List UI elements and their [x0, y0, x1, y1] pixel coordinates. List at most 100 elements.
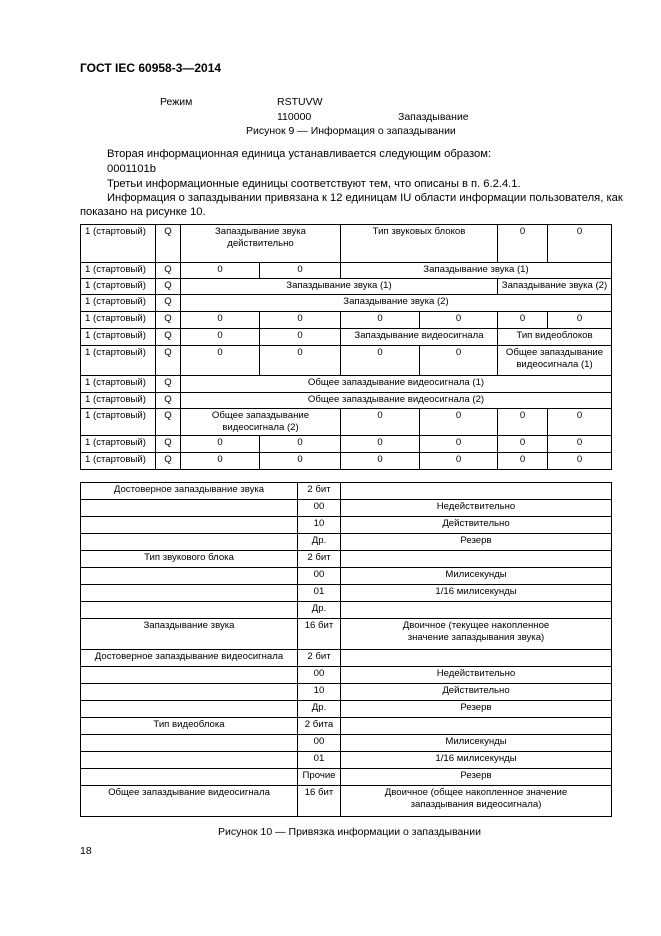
table-cell: 00: [297, 499, 341, 517]
table-cell: Прочие: [297, 768, 341, 786]
table-row: 1 (стартовый) Q Общее запаздывание видеоси…: [80, 392, 612, 409]
table-row: 1 (стартовый) Q 0 0 Запаздывание видеосигнал…: [80, 328, 612, 346]
table-cell: 0: [340, 408, 420, 436]
table-row: Запаздывание звука 16 бит Двоичное (текуще…: [80, 618, 612, 650]
table-cell: [80, 683, 298, 701]
table-cell: Q: [155, 262, 181, 279]
table-row: Др. Резерв: [80, 700, 612, 718]
table-row: 00 Недействительно: [80, 666, 612, 684]
table-row: 1 (стартовый) Q Запаздывание звука действи…: [80, 224, 612, 263]
table-cell: 2 бит: [297, 649, 341, 667]
table-cell: 0: [180, 435, 260, 453]
table-cell: Q: [155, 278, 181, 295]
table-cell: 0: [419, 435, 498, 453]
table-cell: Общее запаздывание видеосигнала (1): [180, 375, 612, 393]
table-cell: 0: [259, 345, 341, 376]
table-row: 00 Недействительно: [80, 499, 612, 517]
paragraph-line: Информация о запаздывании привязана к 12…: [107, 192, 623, 204]
table-cell: 0: [259, 311, 341, 329]
table-cell: [80, 734, 298, 752]
table-cell: 1 (стартовый): [80, 408, 156, 436]
table-cell: 2 бит: [297, 482, 341, 500]
table-cell: Q: [155, 392, 181, 409]
table-row: 1 (стартовый) Q 0 0 0 0 0 0: [80, 311, 612, 329]
table-cell: 1 (стартовый): [80, 345, 156, 376]
paragraph-line: 0001101b: [107, 163, 156, 175]
table-cell: Двоичное (общее накопленное значение зап…: [340, 785, 612, 817]
table-cell: 1/16 милисекунды: [340, 584, 612, 602]
table-cell: [80, 751, 298, 769]
table-cell: Др.: [297, 533, 341, 551]
table-cell: Запаздывание звука (2): [180, 294, 612, 312]
table-cell: [80, 516, 298, 534]
table-cell: [80, 584, 298, 602]
table-cell: 0: [497, 435, 548, 453]
table-cell: 0: [497, 311, 548, 329]
table-cell: 0: [547, 224, 612, 263]
table-cell: 0: [547, 311, 612, 329]
table-cell: Достоверное запаздывание видеосигнала: [80, 649, 298, 667]
table-cell: [80, 567, 298, 585]
table-row: 10 Действительно: [80, 683, 612, 701]
table-cell: 1 (стартовый): [80, 224, 156, 263]
table-cell: Тип звукового блока: [80, 550, 298, 568]
table-cell: Q: [155, 435, 181, 453]
table-cell: Недействительно: [340, 499, 612, 517]
document-header: ГОСТ IEC 60958-3—2014: [80, 61, 222, 75]
table-cell: Резерв: [340, 533, 612, 551]
table-row: Достоверное запаздывание звука 2 бит: [80, 482, 612, 500]
table-row: 1 (стартовый) Q 0 0 0 0 0 0: [80, 435, 612, 453]
table-cell: 16 бит: [297, 785, 341, 817]
table-cell: Q: [155, 294, 181, 312]
table-row: 1 (стартовый) Q Запаздывание звука (2): [80, 294, 612, 312]
paragraph-line: Третьи информационные единицы соответств…: [107, 178, 521, 190]
table-cell: 0: [497, 224, 548, 263]
table-cell: [340, 482, 612, 500]
table-cell: [80, 601, 298, 619]
table-cell: Q: [155, 345, 181, 376]
table-cell: 01: [297, 751, 341, 769]
table-cell: [80, 533, 298, 551]
table-cell: Q: [155, 375, 181, 393]
table-cell: [80, 768, 298, 786]
paragraph-line: показано на рисунке 10.: [80, 206, 206, 218]
table-cell: 0: [259, 328, 341, 346]
table-cell: 0: [497, 452, 548, 470]
table-row: Прочие Резерв: [80, 768, 612, 786]
table-cell: Запаздывание звука (1): [340, 262, 612, 279]
table-cell: [340, 550, 612, 568]
table-cell: Q: [155, 224, 181, 263]
table-row: 00 Милисекунды: [80, 734, 612, 752]
page-number: 18: [80, 845, 92, 857]
table-cell: 00: [297, 567, 341, 585]
table-cell: 0: [180, 345, 260, 376]
table-cell: 01: [297, 584, 341, 602]
iu-bit-mapping-table: 1 (стартовый) Q Запаздывание звука действи…: [80, 224, 612, 470]
table-cell: 10: [297, 683, 341, 701]
table-cell: 0: [497, 408, 548, 436]
figure-10-caption: Рисунок 10 — Привязка информации о запаз…: [218, 826, 481, 838]
table-cell: 0: [340, 452, 420, 470]
table-cell: Общее запаздывание видеосигнала (1): [497, 345, 612, 376]
table-cell: Недействительно: [340, 666, 612, 684]
table-cell: Запаздывание звука (1): [180, 278, 498, 295]
table-cell: 0: [547, 452, 612, 470]
table-cell: Запаздывание звука (2): [497, 278, 612, 295]
table-row: 1 (стартовый) Q Общее запаздывание видеоси…: [80, 375, 612, 393]
figure-9-caption: Рисунок 9 — Информация о запаздывании: [246, 125, 456, 137]
mode-label: Режим: [160, 96, 193, 108]
table-row: 1 (стартовый) Q 0 0 Запаздывание звука (1): [80, 262, 612, 279]
table-row: Тип видеоблока 2 бита: [80, 717, 612, 735]
table-cell: 0: [547, 408, 612, 436]
table-cell: 1 (стартовый): [80, 294, 156, 312]
table-cell: 2 бита: [297, 717, 341, 735]
bits-header: RSTUVW: [277, 96, 323, 108]
table-cell: 0: [419, 345, 498, 376]
table-cell: [340, 601, 612, 619]
table-cell: 00: [297, 734, 341, 752]
table-cell: Тип видеоблока: [80, 717, 298, 735]
table-cell: Др.: [297, 601, 341, 619]
table-row: 1 (стартовый) Q 0 0 0 0 0 0: [80, 452, 612, 470]
table-row: 10 Действительно: [80, 516, 612, 534]
table-cell: 0: [419, 311, 498, 329]
